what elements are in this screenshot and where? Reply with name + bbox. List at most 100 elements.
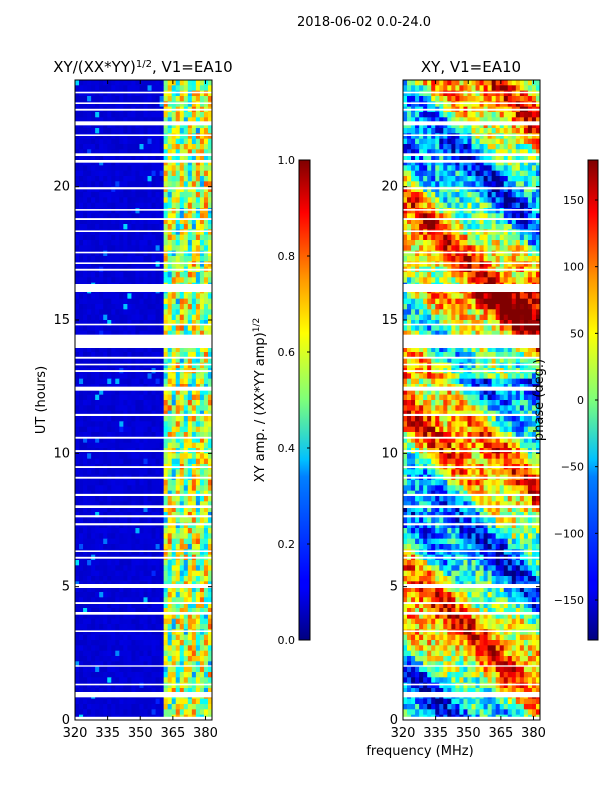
- heatmap-cell: [159, 480, 165, 486]
- heatmap-cell: [195, 421, 201, 428]
- heatmap-cell: [115, 602, 120, 609]
- heatmap-cell: [463, 144, 469, 150]
- heatmap-cell: [423, 128, 428, 134]
- heatmap-cell: [115, 469, 120, 476]
- heatmap-cell: [123, 629, 128, 636]
- heatmap-cell: [467, 138, 473, 145]
- heatmap-cell: [203, 549, 209, 556]
- heatmap-cell: [151, 421, 157, 428]
- heatmap-cell: [87, 304, 92, 310]
- heatmap-cell: [107, 624, 112, 630]
- heatmap-cell: [115, 389, 120, 396]
- heatmap-cell: [107, 698, 112, 705]
- heatmap-cell: [103, 117, 108, 124]
- heatmap-cell: [95, 469, 100, 476]
- heatmap-cell: [187, 186, 193, 193]
- heatmap-cell: [431, 154, 436, 161]
- heatmap-cell: [95, 528, 100, 534]
- heatmap-cell: [475, 176, 481, 182]
- heatmap-cell: [195, 709, 201, 716]
- heatmap-cell: [451, 170, 456, 177]
- heatmap-cell: [179, 613, 185, 620]
- heatmap-cell: [207, 512, 212, 518]
- heatmap-cell: [535, 112, 540, 118]
- amplitude-colorbar-label-sup: 1/2: [252, 318, 262, 332]
- heatmap-cell: [163, 656, 169, 662]
- heatmap-cell: [415, 149, 420, 156]
- heatmap-cell: [91, 485, 96, 492]
- heatmap-cell: [199, 453, 205, 460]
- heatmap-cell: [451, 96, 456, 102]
- heatmap-cell: [79, 256, 84, 262]
- heatmap-cell: [419, 165, 424, 172]
- heatmap-cell: [419, 192, 424, 198]
- heatmap-cell: [423, 90, 428, 97]
- heatmap-cell: [123, 416, 128, 422]
- heatmap-cell: [83, 229, 88, 236]
- heatmap-cell: [119, 357, 124, 364]
- flagged-row: [75, 436, 212, 439]
- heatmap-cell: [199, 682, 205, 689]
- heatmap-cell: [87, 229, 92, 236]
- heatmap-cell: [451, 154, 456, 161]
- heatmap-cell: [159, 224, 165, 230]
- heatmap-cell: [151, 480, 157, 486]
- heatmap-cell: [143, 522, 149, 529]
- heatmap-cell: [199, 517, 205, 524]
- heatmap-cell: [79, 608, 84, 614]
- heatmap-cell: [95, 208, 100, 214]
- heatmap-cell: [107, 592, 112, 598]
- heatmap-cell: [103, 533, 108, 540]
- heatmap-cell: [107, 165, 112, 172]
- heatmap-cell: [155, 432, 161, 438]
- heatmap-cell: [79, 213, 84, 220]
- heatmap-cell: [159, 176, 165, 182]
- heatmap-cell: [131, 645, 137, 652]
- heatmap-cell: [107, 128, 112, 134]
- heatmap-cell: [439, 112, 444, 118]
- heatmap-cell: [175, 640, 181, 646]
- heatmap-cell: [75, 186, 80, 193]
- heatmap-cell: [147, 144, 153, 150]
- heatmap-cell: [107, 138, 112, 145]
- flagged-row: [75, 323, 212, 326]
- heatmap-cell: [471, 176, 477, 182]
- heatmap-cell: [91, 400, 96, 406]
- heatmap-cell: [483, 101, 489, 108]
- heatmap-cell: [491, 149, 497, 156]
- heatmap-cell: [207, 229, 212, 236]
- heatmap-cell: [427, 165, 432, 172]
- heatmap-cell: [151, 309, 157, 316]
- heatmap-cell: [91, 549, 96, 556]
- heatmap-cell: [167, 352, 173, 358]
- heatmap-cell: [159, 602, 165, 609]
- heatmap-cell: [419, 117, 424, 124]
- heatmap-cell: [135, 501, 141, 508]
- heatmap-cell: [111, 512, 116, 518]
- heatmap-cell: [191, 304, 197, 310]
- heatmap-cell: [99, 181, 104, 188]
- heatmap-cell: [139, 80, 145, 86]
- heatmap-cell: [75, 250, 80, 257]
- heatmap-cell: [203, 688, 209, 694]
- heatmap-cell: [83, 618, 88, 625]
- heatmap-cell: [143, 325, 149, 332]
- heatmap-cell: [163, 202, 169, 209]
- heatmap-cell: [171, 453, 177, 460]
- heatmap-cell: [155, 405, 161, 412]
- heatmap-cell: [163, 608, 169, 614]
- heatmap-cell: [151, 261, 157, 268]
- x-tick-label: 380: [193, 726, 218, 741]
- heatmap-cell: [115, 485, 120, 492]
- heatmap-cell: [83, 378, 88, 385]
- heatmap-cell: [123, 656, 128, 662]
- heatmap-cell: [119, 410, 124, 417]
- heatmap-cell: [111, 688, 116, 694]
- heatmap-cell: [143, 394, 149, 401]
- heatmap-cell: [103, 240, 108, 246]
- heatmap-cell: [79, 522, 84, 529]
- heatmap-cell: [463, 176, 469, 182]
- heatmap-cell: [187, 512, 193, 518]
- heatmap-cell: [475, 133, 481, 140]
- heatmap-cell: [179, 218, 185, 225]
